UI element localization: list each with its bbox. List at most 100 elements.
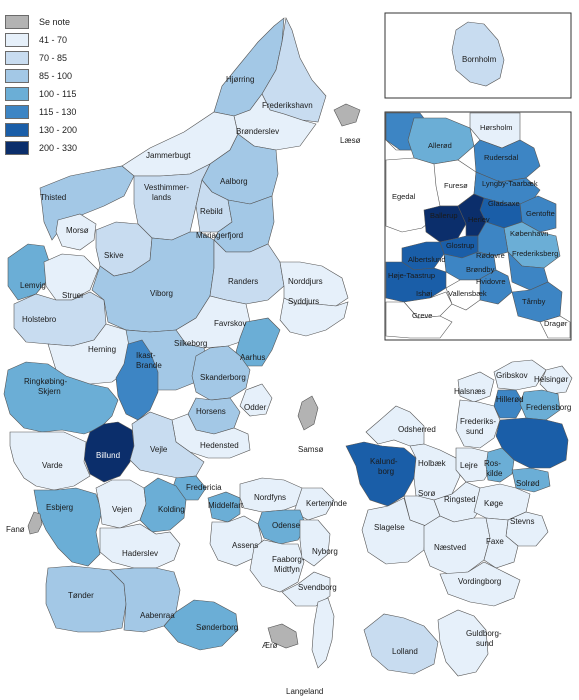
region-ikast-brande [115, 339, 159, 421]
label-ikast-1: Ikast- [136, 351, 156, 360]
label-favrskov: Favrskov [214, 319, 246, 328]
label-guldborgsund-1: Guldborg- [466, 629, 502, 638]
label-langeland: Langeland [286, 687, 323, 696]
label-ishoj: Ishøj [416, 289, 433, 298]
region-odsherred [365, 405, 425, 447]
label-kobenhavn: København [510, 229, 548, 238]
label-hedensted: Hedensted [200, 441, 239, 450]
region-sonderborg [163, 599, 239, 651]
region-roskilde [485, 447, 515, 483]
region-vordingborg [439, 561, 521, 607]
region-halsnaes [457, 371, 495, 403]
label-esbjerg: Esbjerg [46, 503, 73, 512]
label-nordfyns: Nordfyns [254, 493, 286, 502]
region-fredensborg [519, 389, 561, 421]
region-odder [239, 383, 273, 417]
label-fredericia: Fredericia [186, 483, 222, 492]
label-vesthimmerlands-1: Vesthimmer- [144, 183, 189, 192]
label-faxe: Faxe [486, 537, 504, 546]
label-vejle: Vejle [150, 445, 168, 454]
legend-label: 100 - 115 [39, 89, 77, 99]
label-fano: Fanø [6, 525, 25, 534]
region-odense [257, 509, 307, 545]
legend-item: 85 - 100 [5, 68, 77, 84]
label-fredensborg: Fredensborg [526, 403, 571, 412]
legend-item: 200 - 330 [5, 140, 77, 156]
region-nyborg [299, 519, 331, 567]
legend-label: 200 - 330 [39, 143, 78, 153]
label-nyborg: Nyborg [312, 547, 338, 556]
label-horsens: Horsens [196, 407, 226, 416]
legend-label: 41 - 70 [39, 35, 68, 45]
label-frederiksberg: Frederiksberg [512, 249, 558, 258]
map-labels: Læsø Hjørring Frederikshavn Brønderslev … [6, 55, 571, 696]
label-soro: Sorø [418, 489, 435, 498]
region-morso [55, 213, 97, 251]
legend-swatch [5, 51, 29, 65]
label-svendborg: Svendborg [298, 583, 337, 592]
label-syddjurs: Syddjurs [288, 297, 319, 306]
label-brondby: Brøndby [466, 265, 495, 274]
region-esbjerg [33, 487, 103, 567]
label-sonderborg: Sønderborg [196, 623, 238, 632]
label-skive: Skive [104, 251, 124, 260]
label-varde: Varde [42, 461, 63, 470]
label-ballerup: Ballerup [430, 211, 458, 220]
label-allerod: Allerød [428, 141, 452, 150]
region-lemvig [7, 243, 51, 301]
label-bornholm: Bornholm [462, 55, 497, 64]
label-silkeborg: Silkeborg [174, 339, 207, 348]
label-vordingborg: Vordingborg [458, 577, 501, 586]
label-norddjurs: Norddjurs [288, 277, 323, 286]
label-egedal: Egedal [392, 192, 416, 201]
region-struer [43, 253, 99, 301]
region-varde [9, 431, 91, 491]
label-lolland: Lolland [392, 647, 418, 656]
label-helsingor: Helsingør [534, 375, 569, 384]
label-ringkobing-1: Ringkøbing- [24, 377, 67, 386]
region-greve [385, 301, 453, 339]
region-samso [297, 395, 319, 431]
region-faaborg-midtfyn [249, 539, 305, 593]
legend-swatch [5, 141, 29, 155]
region-fano [27, 511, 43, 535]
label-kalundborg-2: borg [378, 467, 394, 476]
label-ringkobing-2: Skjern [38, 387, 61, 396]
label-roskilde-2: kilde [486, 469, 503, 478]
label-aabenraa: Aabenraa [140, 611, 175, 620]
label-gribskov: Gribskov [496, 371, 528, 380]
label-lejre: Lejre [460, 461, 478, 470]
region-middelfart [207, 491, 241, 523]
legend-label: Se note [39, 17, 71, 27]
label-billund: Billund [96, 451, 120, 460]
label-herlev: Herlev [468, 215, 490, 224]
label-faaborg-1: Faaborg- [272, 555, 305, 564]
label-albertslund: Albertslund [408, 255, 446, 264]
label-herning: Herning [88, 345, 116, 354]
region-capital-area [495, 417, 569, 469]
zealand [345, 359, 573, 677]
label-hvidovre: Hvidovre [476, 277, 506, 286]
label-faaborg-2: Midtfyn [274, 565, 300, 574]
label-guldborgsund-2: sund [476, 639, 493, 648]
legend-item: 130 - 200 [5, 122, 77, 138]
label-gladsaxe: Gladsaxe [488, 199, 520, 208]
label-naestved: Næstved [434, 543, 466, 552]
region-kalundborg [345, 441, 417, 507]
label-aarhus: Aarhus [240, 353, 265, 362]
label-koge: Køge [484, 499, 504, 508]
region-vesthimmerlands [133, 163, 211, 241]
region-lolland [363, 613, 439, 675]
label-assens: Assens [232, 541, 258, 550]
label-glostrup: Glostrup [446, 241, 474, 250]
label-middelfart: Middelfart [208, 501, 244, 510]
legend-label: 85 - 100 [39, 71, 73, 81]
label-gentofte: Gentofte [526, 209, 555, 218]
label-frederikssund-2: sund [466, 427, 483, 436]
region-helsingor [539, 365, 573, 395]
copenhagen-inset [385, 112, 571, 339]
label-vejen: Vejen [112, 505, 132, 514]
legend-item: 70 - 85 [5, 50, 77, 66]
legend-swatch [5, 87, 29, 101]
region-gribskov [493, 359, 547, 391]
